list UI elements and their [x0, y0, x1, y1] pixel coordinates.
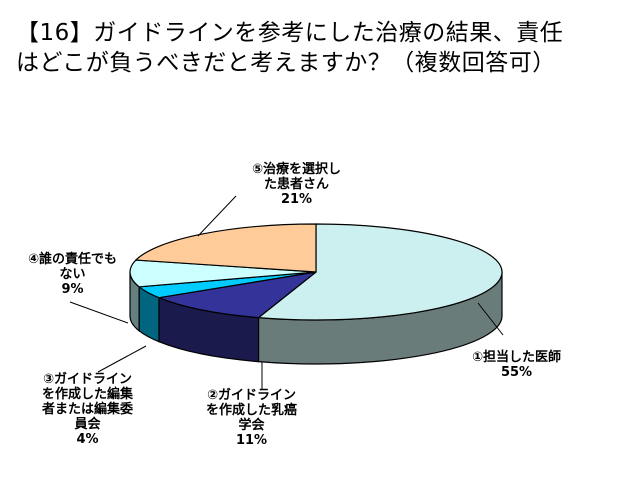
pie-top-faces	[129, 223, 503, 321]
leader-line-5	[197, 195, 237, 237]
slice-label-4-line-1: ④誰の責任でも	[28, 252, 118, 267]
slice-label-2-line-2: を作成した乳癌	[206, 403, 298, 418]
pie-slice-5	[135, 223, 317, 273]
chart-title-line-2: はどこが負うべきだと考えますか？（複数回答可）	[16, 50, 556, 76]
leader-line-1	[477, 302, 504, 336]
slice-label-5-line-2: た患者さん	[264, 177, 330, 192]
chart-title: 【16】ガイドラインを参考にした治療の結果、責任 はどこが負うべきだと考えますか…	[16, 18, 626, 78]
leader-line-4	[69, 301, 129, 324]
slice-value-3: 4%	[76, 432, 99, 447]
slice-label-1: ①担当した医師 55%	[472, 350, 561, 380]
slice-label-4: ④誰の責任でも ない 9%	[28, 252, 117, 297]
slice-value-2: 11%	[235, 433, 268, 448]
slice-label-3-line-1: ③ガイドライン	[43, 372, 133, 387]
slice-label-1-line-1: ①担当した医師	[472, 350, 562, 365]
slice-label-3-line-4: 員会	[74, 417, 101, 432]
slice-label-5: ⑤治療を選択し た患者さん 21%	[252, 162, 341, 207]
leader-lines	[69, 195, 504, 390]
pie-slice-1	[257, 223, 503, 321]
chart-title-line-1: 【16】ガイドラインを参考にした治療の結果、責任	[16, 20, 564, 46]
slice-label-5-line-1: ⑤治療を選択し	[252, 162, 342, 177]
slice-label-4-line-2: ない	[59, 267, 86, 282]
pie-slice-4	[129, 259, 317, 288]
slice-value-4: 9%	[61, 282, 84, 297]
slice-label-2-line-1: ②ガイドライン	[207, 388, 297, 403]
slice-value-5: 21%	[280, 192, 313, 207]
pie-side-walls	[129, 271, 503, 365]
slice-label-2: ②ガイドライン を作成した乳癌 学会 11%	[206, 388, 297, 448]
pie-slice-2	[158, 271, 317, 319]
slice-label-2-line-3: 学会	[238, 418, 265, 433]
slice-value-1: 55%	[500, 365, 533, 380]
leader-line-3	[97, 345, 147, 373]
slice-label-3-line-3: 者または編集委	[42, 402, 134, 417]
slice-label-3: ③ガイドライン を作成した編集 者または編集委 員会 4%	[42, 372, 133, 447]
slice-label-3-line-2: を作成した編集	[42, 387, 134, 402]
